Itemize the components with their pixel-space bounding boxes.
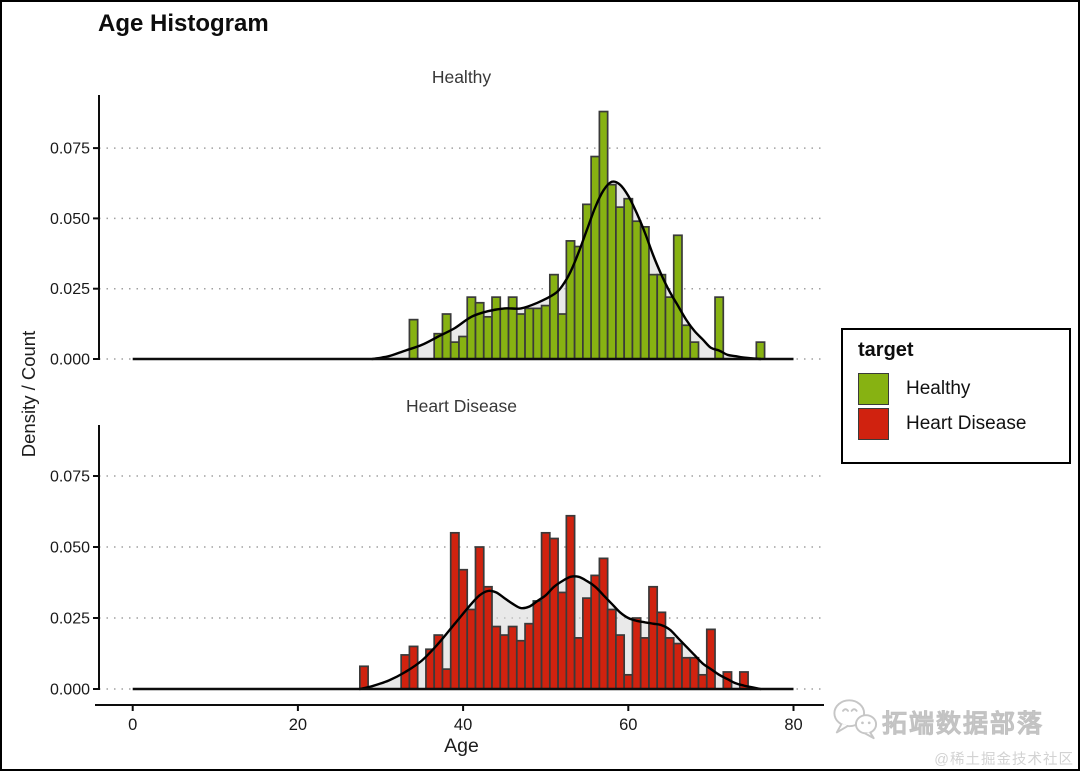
bar-heart-disease xyxy=(639,637,650,690)
bar-healthy xyxy=(482,315,493,360)
bar-healthy xyxy=(458,335,469,360)
bar-healthy xyxy=(639,225,650,360)
watermark-brand: 拓端数据部落 xyxy=(882,709,1045,738)
x-axis-title: Age xyxy=(444,735,479,757)
bar-healthy xyxy=(408,318,419,360)
svg-text:40: 40 xyxy=(454,716,472,734)
wechat-icon xyxy=(832,696,878,747)
bar-heart-disease xyxy=(565,514,576,690)
legend-item-heart-disease: Heart Disease xyxy=(858,406,1069,441)
svg-text:0: 0 xyxy=(128,716,137,734)
bar-healthy xyxy=(689,341,700,360)
legend-label-heart-disease: Heart Disease xyxy=(906,412,1027,434)
legend: target Healthy Heart Disease xyxy=(841,328,1071,464)
svg-text:0.000: 0.000 xyxy=(50,352,90,369)
bar-healthy xyxy=(631,220,642,360)
svg-text:0.050: 0.050 xyxy=(50,540,90,557)
svg-text:80: 80 xyxy=(784,716,802,734)
bar-heart-disease xyxy=(507,625,518,690)
bar-healthy xyxy=(590,155,601,360)
bar-healthy xyxy=(598,110,609,360)
bar-heart-disease xyxy=(548,537,559,690)
healthy-swatch xyxy=(858,372,889,405)
bar-heart-disease xyxy=(441,668,452,690)
bar-heart-disease xyxy=(582,597,592,690)
bar-healthy xyxy=(474,301,485,360)
bar-healthy xyxy=(507,296,518,360)
bar-heart-disease xyxy=(681,656,692,690)
facet-label-heart-disease: Heart Disease xyxy=(406,396,517,416)
bar-healthy xyxy=(656,273,667,360)
svg-text:0.050: 0.050 xyxy=(50,211,90,228)
page-title: Age Histogram xyxy=(98,10,269,37)
svg-text:0.025: 0.025 xyxy=(50,611,90,628)
bar-healthy xyxy=(664,296,675,360)
bar-heart-disease xyxy=(689,656,700,690)
svg-text:60: 60 xyxy=(619,716,637,734)
svg-text:20: 20 xyxy=(289,716,307,734)
bar-heart-disease xyxy=(449,531,460,690)
bar-heart-disease xyxy=(458,568,469,690)
svg-text:0.025: 0.025 xyxy=(50,281,90,298)
bar-healthy xyxy=(615,206,626,360)
bar-healthy xyxy=(515,313,526,360)
bar-heart-disease xyxy=(623,673,634,690)
bar-healthy xyxy=(441,313,452,360)
y-axis-title: Density / Count xyxy=(18,330,39,458)
bar-heart-disease xyxy=(532,600,543,690)
bar-heart-disease xyxy=(557,591,568,690)
watermark: 拓端数据部落 @稀土掘金技术社区 xyxy=(832,696,1076,769)
bar-heart-disease xyxy=(606,608,617,690)
bar-heart-disease xyxy=(672,642,683,690)
bar-healthy xyxy=(540,304,551,360)
bar-heart-disease xyxy=(697,673,708,690)
bar-healthy xyxy=(524,307,535,360)
svg-text:0.075: 0.075 xyxy=(50,141,90,158)
heart-disease-swatch xyxy=(858,407,889,440)
bar-healthy xyxy=(548,273,559,360)
bar-healthy xyxy=(565,240,576,360)
legend-label-healthy: Healthy xyxy=(906,377,971,399)
bar-heart-disease xyxy=(491,625,502,690)
bar-healthy xyxy=(466,296,477,360)
legend-title: target xyxy=(858,339,914,361)
bar-heart-disease xyxy=(664,637,675,690)
bar-healthy xyxy=(681,324,692,360)
watermark-community: @稀土掘金技术社区 xyxy=(934,752,1074,768)
svg-text:0.000: 0.000 xyxy=(50,682,90,699)
bar-heart-disease xyxy=(540,531,551,690)
bar-heart-disease xyxy=(524,622,535,690)
legend-item-healthy: Healthy xyxy=(858,371,1069,406)
bar-healthy xyxy=(623,197,634,360)
bar-healthy xyxy=(499,307,510,360)
bar-heart-disease xyxy=(573,637,584,690)
bar-heart-disease xyxy=(515,639,526,690)
facet-label-healthy: Healthy xyxy=(431,67,492,87)
bar-heart-disease xyxy=(648,585,659,690)
bar-healthy xyxy=(491,296,502,360)
bar-healthy xyxy=(449,341,460,360)
bar-heart-disease xyxy=(359,665,369,690)
svg-text:0.075: 0.075 xyxy=(50,469,90,486)
bar-heart-disease xyxy=(615,634,626,690)
density-curve-healthy xyxy=(371,180,762,361)
bar-healthy xyxy=(648,273,659,360)
bar-healthy xyxy=(557,313,568,360)
density-curve-heart-disease xyxy=(358,575,762,691)
bar-healthy xyxy=(672,234,683,360)
bar-healthy xyxy=(606,183,617,360)
bar-heart-disease xyxy=(466,608,477,690)
bar-healthy xyxy=(573,245,584,360)
bar-heart-disease xyxy=(590,574,601,690)
bar-healthy xyxy=(755,341,766,360)
bar-heart-disease xyxy=(474,546,485,690)
bar-heart-disease xyxy=(631,617,642,690)
bar-healthy xyxy=(532,307,543,360)
bar-heart-disease xyxy=(482,585,493,690)
bar-heart-disease xyxy=(499,634,510,690)
bar-heart-disease xyxy=(598,557,609,690)
bar-heart-disease xyxy=(705,628,716,690)
